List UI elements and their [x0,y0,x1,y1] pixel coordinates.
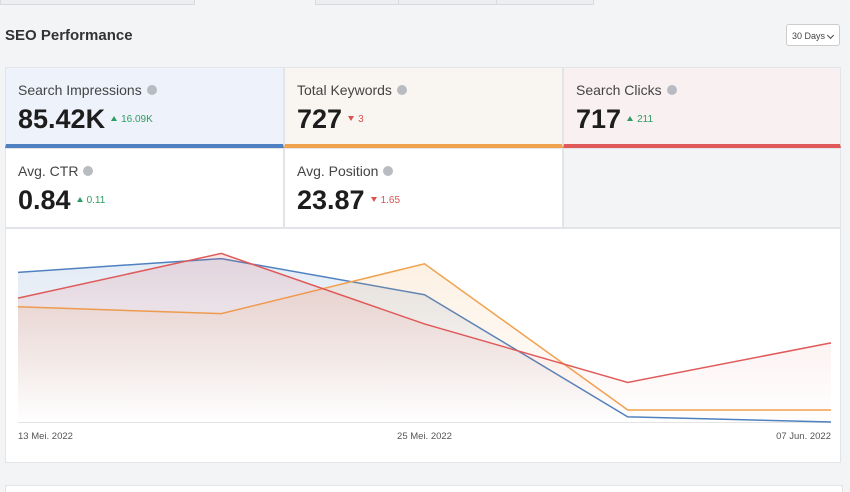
metric-value-text: 23.87 [297,185,365,215]
change-arrow [111,116,118,121]
metric-change: 3 [348,114,364,125]
metric-label: Search Impressions [18,82,157,98]
metric-change-text: 1.65 [380,195,401,206]
tab[interactable] [398,0,498,5]
metric-change-text: 211 [637,114,654,125]
metric-value: 717 211 [576,104,653,135]
metric-label-text: Total Keywords [297,82,392,98]
metric-card: Search Clicks 717 211 [563,67,841,148]
metric-value-text: 717 [576,104,622,134]
metric-change: 0.11 [76,195,106,206]
help-icon [83,166,94,176]
metric-value-text: 727 [297,104,343,134]
tab[interactable] [0,0,195,5]
metric-value-text: 85.42K [18,104,106,134]
change-arrow [370,197,377,202]
metric-label-text: Avg. CTR [18,163,79,179]
metric-value: 23.87 1.65 [297,185,400,216]
metric-card: Avg. CTR 0.84 0.11 [5,148,284,228]
metric-label: Avg. CTR [18,163,94,179]
metric-change-text: 3 [358,114,364,125]
help-icon [396,85,407,95]
change-arrow [348,116,355,121]
metric-label-text: Avg. Position [297,163,379,179]
help-icon [383,166,394,176]
section-title: SEO Performance [5,27,133,44]
metric-value-text: 0.84 [18,185,71,215]
metric-label: Search Clicks [576,82,677,98]
x-tick-label: 25 Mei. 2022 [397,431,452,442]
metric-card: Total Keywords 727 3 [284,67,563,148]
help-icon [666,85,677,95]
metric-label: Total Keywords [297,82,407,98]
change-arrow [76,197,83,202]
tab[interactable] [496,0,594,5]
help-icon [146,85,157,95]
empty-card [563,148,841,228]
metric-label-text: Search Impressions [18,82,142,98]
metric-value: 85.42K 16.09K [18,104,153,135]
metric-value: 0.84 0.11 [18,185,105,216]
metric-change-text: 16.09K [121,114,153,125]
tab[interactable] [315,0,400,5]
chart: 13 Mei. 2022 25 Mei. 2022 07 Jun. 2022 [17,252,832,442]
metric-label: Avg. Position [297,163,394,179]
metric-change: 16.09K [111,114,153,125]
next-panel [5,485,843,492]
metric-label-text: Search Clicks [576,82,662,98]
range-dropdown[interactable]: 30 Days [786,24,840,46]
series-line [17,252,832,384]
metric-change: 211 [627,114,653,125]
metric-card: Search Impressions 85.42K 16.09K [5,67,284,148]
change-arrow [627,116,634,121]
series-area [18,253,831,422]
metric-change: 1.65 [370,195,401,206]
metric-card: Avg. Position 23.87 1.65 [284,148,563,228]
metric-change-text: 0.11 [86,195,106,206]
x-tick-label: 13 Mei. 2022 [18,431,73,442]
metric-value: 727 3 [297,104,364,135]
chart-panel: 13 Mei. 2022 25 Mei. 2022 07 Jun. 2022 [5,228,841,463]
x-tick-label: 07 Jun. 2022 [776,431,831,442]
